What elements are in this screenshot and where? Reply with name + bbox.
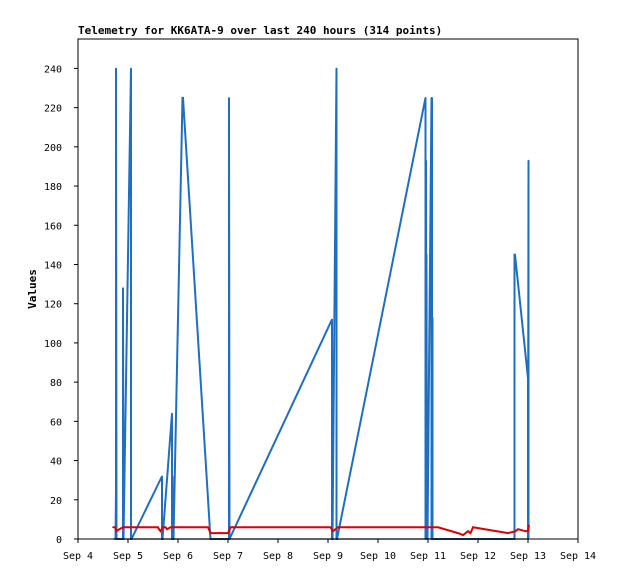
series-2-point (327, 526, 329, 529)
series-1-line (114, 68, 530, 540)
series-2-point (427, 526, 429, 529)
series-2-point (462, 534, 464, 536)
series-1-point (424, 97, 427, 99)
series-2-point (528, 524, 530, 527)
series-1-point (431, 316, 434, 319)
x-tick-label: Sep 13 (510, 551, 546, 562)
series-2-point (112, 526, 114, 529)
y-axis-label: Values (26, 269, 39, 309)
series-1-point (115, 67, 117, 70)
y-tick-label: 0 (56, 535, 62, 546)
series-2-point (469, 532, 472, 534)
series-2-point (229, 526, 232, 529)
series-1-point (331, 318, 333, 321)
series-2-point (432, 526, 434, 529)
y-tick-label: 240 (44, 64, 62, 75)
series-2-point (422, 526, 424, 529)
series-2-point (182, 526, 184, 529)
series-2-point (209, 532, 212, 534)
series-2-point (122, 526, 124, 529)
y-axis-ticks: 0 20 40 60 80 100 120 140 160 180 200 220 240 (44, 64, 78, 546)
y-tick-label: 160 (44, 221, 62, 232)
series-2-line (113, 525, 530, 537)
y-tick-label: 200 (44, 143, 62, 154)
x-axis-ticks: Sep 4 Sep 5 Sep 6 Sep 7 Sep 8 Sep 9 Sep 10 Sep … (63, 539, 596, 562)
x-tick-label: Sep 14 (560, 551, 596, 562)
series-2-point (207, 526, 209, 529)
series-1-point (161, 475, 163, 478)
series-2-point (115, 530, 117, 532)
series-layer (112, 67, 530, 540)
series-1-point (171, 412, 173, 415)
series-2-point (457, 532, 459, 534)
plot-frame (77, 38, 579, 540)
series-1-point (527, 377, 529, 380)
series-1-point (514, 253, 516, 256)
series-1-point (425, 253, 428, 256)
series-2-point (507, 532, 509, 534)
series-2-point (472, 526, 474, 529)
series-2-point (158, 528, 160, 530)
series-2-point (164, 526, 167, 529)
series-1-point (171, 475, 174, 478)
series-1-point (115, 489, 117, 491)
series-1-point (527, 159, 530, 162)
series-2-point (166, 528, 168, 530)
series-2-point (329, 526, 332, 529)
series-2-point (337, 526, 339, 529)
x-tick-label: Sep 5 (113, 551, 143, 562)
series-1-point (335, 67, 338, 70)
series-2-point (162, 526, 164, 529)
series-2-point (514, 530, 517, 532)
series-2-point (132, 526, 134, 529)
x-tick-label: Sep 11 (410, 551, 446, 562)
series-2-point (172, 526, 174, 529)
y-tick-label: 60 (50, 417, 62, 428)
y-tick-label: 100 (44, 339, 62, 350)
series-2-point (332, 530, 334, 532)
y-tick-label: 80 (50, 378, 62, 389)
series-2-point (464, 532, 467, 534)
series-2-point (157, 526, 159, 529)
series-2-point (114, 526, 117, 529)
series-2-point (227, 532, 229, 534)
series-2-point (517, 528, 519, 530)
series-2-point (159, 530, 162, 532)
series-1-point (431, 97, 433, 99)
x-tick-label: Sep 8 (263, 551, 293, 562)
series-1-point (228, 97, 230, 99)
x-tick-label: Sep 10 (360, 551, 396, 562)
y-tick-label: 180 (44, 182, 62, 193)
series-2-point (467, 530, 469, 532)
x-tick-label: Sep 12 (460, 551, 496, 562)
x-tick-label: Sep 4 (63, 551, 93, 562)
series-1-point (182, 97, 184, 99)
series-2-point (169, 526, 172, 529)
chart-title: Telemetry for KK6ATA-9 over last 240 hou… (78, 24, 442, 37)
y-tick-label: 20 (50, 496, 62, 507)
y-tick-label: 40 (50, 457, 62, 468)
x-tick-label: Sep 6 (163, 551, 193, 562)
series-2-point (524, 530, 527, 532)
series-2-point (437, 526, 439, 529)
y-tick-label: 220 (44, 104, 62, 115)
x-tick-label: Sep 7 (213, 551, 243, 562)
y-tick-label: 140 (44, 260, 62, 271)
series-1-point (130, 67, 132, 70)
series-2-point (177, 526, 179, 529)
series-2-point (527, 530, 529, 532)
series-1-point (122, 287, 124, 289)
x-tick-label: Sep 9 (313, 551, 343, 562)
series-1-point (425, 159, 427, 162)
y-tick-label: 120 (44, 300, 62, 311)
